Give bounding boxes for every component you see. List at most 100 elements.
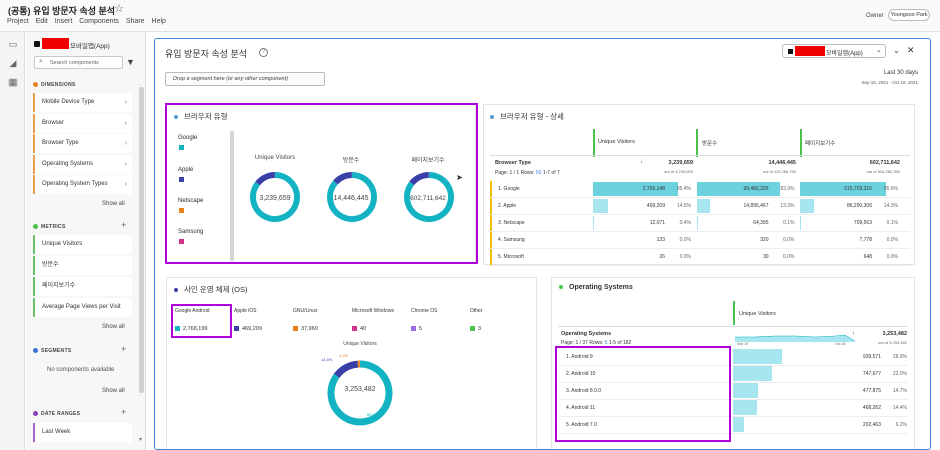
column-total: 3,239,659: [668, 160, 693, 166]
donut-chart[interactable]: [250, 172, 300, 222]
row-label[interactable]: 3. Android 8.0.0: [566, 388, 602, 394]
metrics-show-all[interactable]: Show all: [102, 324, 125, 330]
collapse-icon[interactable]: ⌄: [893, 46, 900, 55]
date-range-item[interactable]: Last Week: [33, 423, 132, 442]
dimensions-show-all[interactable]: Show all: [102, 201, 125, 207]
menu-share[interactable]: Share: [125, 18, 145, 25]
row-divider: [490, 231, 910, 232]
row-label[interactable]: 4. Samsung: [498, 237, 525, 243]
donut-segment-google[interactable]: [327, 172, 377, 222]
close-icon[interactable]: ✕: [907, 45, 915, 55]
row-label[interactable]: 1. Google: [498, 186, 520, 192]
menu-components[interactable]: Components: [79, 18, 119, 25]
donut-segment-apple[interactable]: [409, 172, 430, 186]
column-total-sub: out of 3,239,659: [664, 169, 693, 174]
add-date-range-icon[interactable]: +: [121, 407, 127, 417]
menu-edit[interactable]: Edit: [35, 18, 48, 25]
owner-button[interactable]: Youngsoo Park: [888, 9, 930, 21]
donut-chart[interactable]: [404, 172, 454, 222]
os-item-label[interactable]: Chrome OS: [411, 308, 438, 314]
donut-chart[interactable]: [327, 360, 393, 426]
dimension-header[interactable]: Operating Systems: [561, 331, 612, 337]
column-marker: [733, 301, 735, 325]
column-header[interactable]: 방문수: [702, 141, 718, 147]
dimension-item[interactable]: Browser ›: [33, 114, 132, 133]
row-divider: [490, 248, 910, 249]
sort-icon[interactable]: ↓: [640, 159, 643, 165]
column-total-sub: out of 3,253,482: [878, 340, 907, 345]
os-item-label[interactable]: Apple iOS: [234, 308, 257, 314]
cell-value: 7,778: [859, 237, 872, 243]
components-icon[interactable]: ▦: [8, 77, 18, 87]
panel-icon[interactable]: ▭: [8, 39, 18, 49]
dimension-item[interactable]: Browser Type ›: [33, 134, 132, 153]
project-title[interactable]: (공통) 유입 방문자 속성 분석: [8, 6, 116, 16]
column-header[interactable]: Unique Visitors: [598, 139, 635, 145]
os-item-label[interactable]: GNU/Linux: [293, 308, 318, 314]
dimension-item[interactable]: Operating System Types ›: [33, 175, 132, 194]
browser-table-title[interactable]: 브라우저 유형 - 상세: [490, 111, 564, 122]
scrollbar[interactable]: [139, 87, 144, 393]
sort-icon[interactable]: ↓: [852, 330, 855, 336]
scroll-down-icon[interactable]: ▾: [139, 437, 143, 443]
browser-donuts-svg: [250, 172, 454, 222]
menu-insert[interactable]: Insert: [54, 18, 73, 25]
row-divider: [490, 265, 910, 266]
cell-value: 939,571: [862, 354, 881, 360]
os-item-swatch: [352, 326, 357, 332]
legend-scrollbar[interactable]: [230, 131, 234, 261]
info-icon[interactable]: ?: [259, 48, 268, 57]
metric-item[interactable]: 페이지보기수: [33, 277, 132, 296]
donut-segment-android[interactable]: [327, 360, 393, 426]
donut-chart[interactable]: [327, 172, 377, 222]
report-suite-dropdown[interactable]: 모바일앱(App) ⌄: [782, 44, 886, 58]
legend-swatch: [179, 177, 184, 182]
row-label[interactable]: 2. Apple: [498, 203, 517, 209]
column-header[interactable]: Unique Visitors: [739, 311, 776, 317]
donut-segment-google[interactable]: [250, 172, 300, 222]
favorite-star-icon[interactable]: ☆: [114, 3, 124, 15]
row-label[interactable]: 1. Android 9: [566, 354, 593, 360]
segments-show-all[interactable]: Show all: [102, 388, 125, 394]
dimension-header[interactable]: Browser Type: [495, 160, 531, 166]
dimension-item[interactable]: Operating Systems ›: [33, 155, 132, 174]
date-label[interactable]: Last 30 days: [883, 70, 918, 76]
os-item-label[interactable]: Google Android: [175, 308, 210, 314]
metric-item[interactable]: 방문수: [33, 256, 132, 275]
menu-help[interactable]: Help: [151, 18, 166, 25]
table-bar: [733, 383, 758, 398]
row-label[interactable]: 4. Android 11: [566, 405, 596, 411]
table-bar: [593, 199, 608, 213]
metric-item[interactable]: Unique Visitors: [33, 235, 132, 254]
row-label[interactable]: 3. Netscape: [498, 220, 525, 226]
cell-value: 648: [863, 254, 872, 260]
donut-segment-google[interactable]: [404, 172, 454, 222]
browser-type-title[interactable]: 브라우저 유형: [174, 111, 227, 122]
os-item-label[interactable]: Microsoft Windows: [352, 308, 394, 314]
column-header[interactable]: 페이지보기수: [805, 141, 836, 147]
donut-pct-linux: 1.2%: [339, 353, 349, 358]
divider: [490, 155, 910, 156]
report-suite-icon: [788, 49, 793, 54]
filter-icon[interactable]: ▼: [126, 57, 135, 67]
column-marker: [800, 129, 802, 157]
menu-project[interactable]: Project: [7, 18, 29, 25]
donut-segment-apple[interactable]: [333, 172, 353, 185]
visualizations-icon[interactable]: ◢: [9, 58, 17, 68]
os-type-title[interactable]: 사인 운영 체제 (OS): [174, 284, 247, 295]
add-segment-icon[interactable]: +: [121, 344, 127, 354]
report-suite-name[interactable]: 모바일앱(App): [70, 43, 110, 50]
add-metric-icon[interactable]: +: [121, 220, 127, 230]
donut-segment-apple[interactable]: [255, 172, 276, 186]
panel-title[interactable]: 유입 방문자 속성 분석: [165, 49, 248, 59]
donut-segment-ios[interactable]: [333, 360, 359, 379]
search-input[interactable]: ⌕ Search components: [34, 56, 123, 69]
dimension-item[interactable]: Mobile Device Type ›: [33, 93, 132, 112]
row-label[interactable]: 5. Microsoft: [498, 254, 524, 260]
row-label[interactable]: 5. Android 7.0: [566, 422, 597, 428]
segment-drop-zone[interactable]: Drop a segment here (or any other compon…: [165, 72, 325, 86]
metric-item[interactable]: Average Page Views per Visit: [33, 298, 132, 317]
os-item-label[interactable]: Other: [470, 308, 483, 314]
row-label[interactable]: 2. Android 10: [566, 371, 596, 377]
os-table-title[interactable]: Operating Systems: [559, 284, 633, 291]
